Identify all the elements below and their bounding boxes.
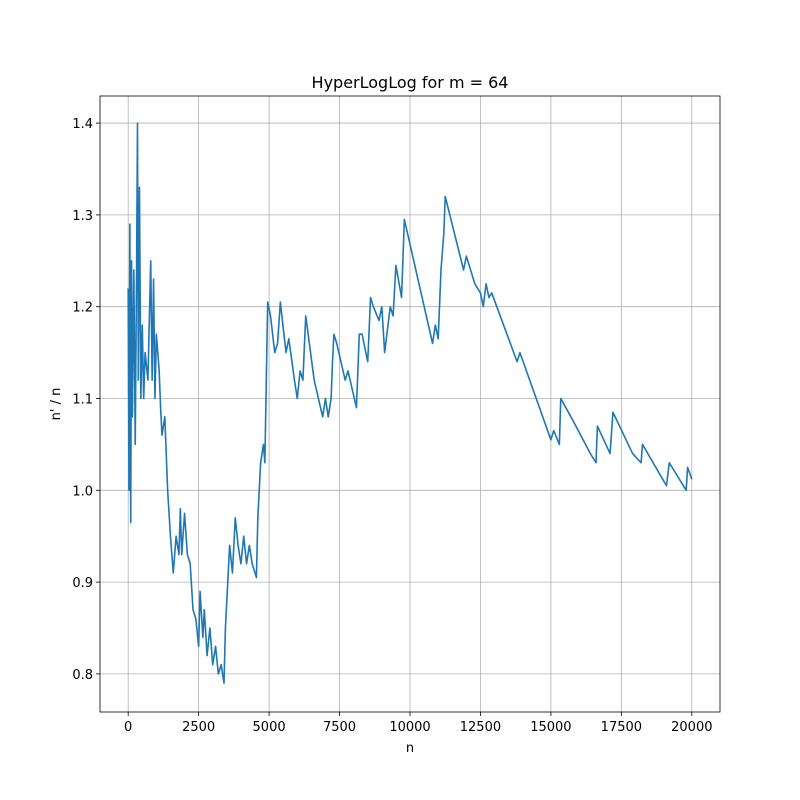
y-tick-label: 1.3: [72, 209, 93, 224]
x-tick-label: 0: [124, 720, 132, 735]
x-tick-label: 2500: [182, 720, 215, 735]
x-axis-label: n: [406, 741, 414, 756]
x-tick-label: 17500: [601, 720, 642, 735]
x-tick-label: 10000: [389, 720, 430, 735]
x-tick-label: 20000: [671, 720, 712, 735]
y-tick-label: 1.1: [72, 392, 93, 407]
data-line: [127, 122, 693, 684]
y-tick-label: 1.4: [72, 117, 93, 132]
y-tick-label: 0.8: [72, 668, 93, 683]
x-tick-label: 5000: [253, 720, 286, 735]
chart-title: HyperLogLog for m = 64: [312, 73, 509, 92]
y-axis-label: n' / n: [49, 388, 64, 421]
x-tick-label: 15000: [530, 720, 571, 735]
x-tick-label: 12500: [460, 720, 501, 735]
plot-frame: [99, 95, 721, 713]
x-tick-label: 7500: [323, 720, 356, 735]
y-tick-label: 1.0: [72, 484, 93, 499]
y-tick-label: 0.9: [72, 576, 93, 591]
y-tick-label: 1.2: [72, 301, 93, 316]
